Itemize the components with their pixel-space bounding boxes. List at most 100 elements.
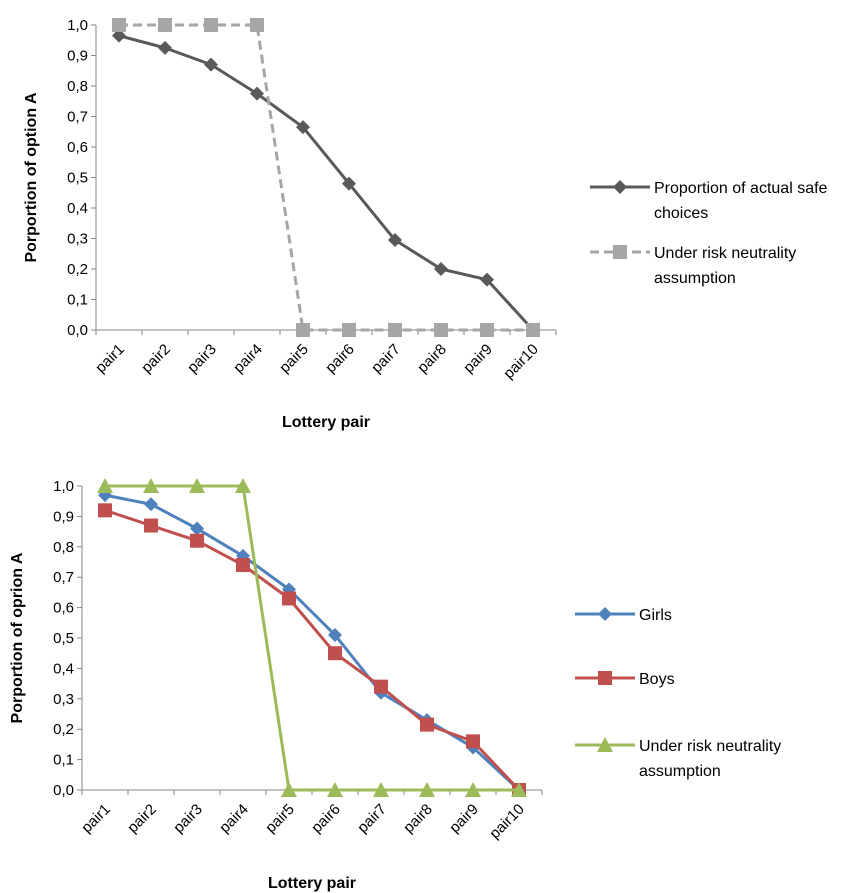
chart1-series-2-point <box>204 18 218 32</box>
chart2-x-tick-label: pair8 <box>400 801 436 837</box>
chart2-x-axis-title: Lottery pair <box>268 875 356 892</box>
chart2-y-tick-label: 0,7 <box>53 569 74 586</box>
chart2-series-3-point <box>281 782 297 797</box>
chart1-series-1-point <box>204 57 218 72</box>
chart1-series-1-line <box>118 34 535 332</box>
chart2-x-tick-label: pair3 <box>170 801 206 837</box>
chart2-series-2-point <box>420 717 434 732</box>
chart2-series-1 <box>98 488 526 797</box>
chart1-series-1-point <box>112 28 126 43</box>
chart1-series-2-point <box>158 18 172 32</box>
chart1-series-2-point <box>112 18 126 32</box>
chart2-y-tick-label: 0,4 <box>53 660 74 677</box>
chart1-x-tick-label: pair9 <box>460 341 496 377</box>
chart1-y-tick-label: 0,0 <box>67 322 88 339</box>
chart1-x-tick-label: pair3 <box>184 341 220 377</box>
chart2-series-3 <box>97 478 527 797</box>
chart2-series-2-point <box>282 591 296 606</box>
chart-top: 0,0 0,1 0,2 0,3 0,4 0,5 0,6 0,7 0,8 0,9 1,0 pair1 pa… <box>23 17 828 431</box>
chart2-series-1-point <box>144 497 158 512</box>
chart1-y-tick-label: 0,1 <box>67 292 88 309</box>
chart2-series-1-point <box>190 521 204 536</box>
chart1-x-tick-label: pair10 <box>500 341 542 383</box>
chart2-legend-label: Under risk neutrality assumption <box>639 738 781 780</box>
chart1-x-tick-label: pair6 <box>322 341 358 377</box>
chart1-series-2-point <box>250 18 264 32</box>
chart1-series-1-point <box>342 176 356 191</box>
chart1-series-2-point <box>296 323 310 337</box>
chart2-y-tick-label: 1,0 <box>53 478 74 495</box>
chart2-y-tick-label: 0,3 <box>53 691 74 708</box>
chart2-y-tick-label: 0,1 <box>53 752 74 769</box>
chart1-y-tick-label: 0,6 <box>67 139 88 156</box>
chart1-legend-label: Under risk neutrality assumption <box>654 245 796 287</box>
chart1-y-tick-label: 0,8 <box>67 78 88 95</box>
chart2-series-3-point <box>327 782 343 797</box>
chart2-series-3-point <box>511 782 527 797</box>
chart1-x-axis-title: Lottery pair <box>282 414 370 431</box>
chart1-series-2-point <box>434 323 448 337</box>
chart1-y-axis-title: Porportion of option A <box>23 92 40 262</box>
chart1-x-tick-label: pair2 <box>138 341 174 377</box>
chart1-series-2-point <box>388 323 402 337</box>
chart2-legend-entry-1: Girls <box>575 607 672 624</box>
chart1-series-1-point <box>250 86 264 101</box>
chart2-legend-label: Girls <box>639 607 672 624</box>
chart1-series-1 <box>112 28 540 337</box>
chart1-legend-entry-1: Proportion of actual safe choices <box>590 180 828 222</box>
chart2-y-tick-label: 0,6 <box>53 600 74 617</box>
chart2-x-tick-label: pair10 <box>486 801 528 843</box>
chart2-x-tick-label: pair5 <box>262 801 298 837</box>
chart2-legend-entry-2: Boys <box>575 671 675 688</box>
chart2-series-2-point <box>236 558 250 573</box>
chart2-x-tick-label: pair9 <box>446 801 482 837</box>
chart2-legend-marker <box>598 671 612 685</box>
chart1-series-2-point <box>526 323 540 337</box>
chart1-y-tick-label: 0,5 <box>67 170 88 187</box>
chart2-series-3-point <box>189 478 205 493</box>
chart2-x-tick-label: pair4 <box>216 801 252 837</box>
chart2-legend-entry-3: Under risk neutrality assumption <box>575 737 781 780</box>
chart1-y-tick-label: 1,0 <box>67 17 88 34</box>
chart1-x-tick-label: pair4 <box>230 341 266 377</box>
chart2-y-tick-label: 0,8 <box>53 539 74 556</box>
chart2-x-tick-label: pair6 <box>308 801 344 837</box>
chart2-legend-label: Boys <box>639 671 675 688</box>
chart1-legend-entry-2: Under risk neutrality assumption <box>590 245 796 287</box>
chart1-series-2-point <box>480 323 494 337</box>
chart1-y-tick-label: 0,4 <box>67 200 88 217</box>
chart1-series-2-line <box>119 23 533 332</box>
chart2-series-3-point <box>235 478 251 493</box>
chart2-series-2-line <box>104 508 521 792</box>
chart1-series-2 <box>112 18 540 337</box>
chart1-series-1-point <box>388 233 402 248</box>
chart2-series-2-point <box>144 518 158 533</box>
chart-bottom: 0,0 0,1 0,2 0,3 0,4 0,5 0,6 0,7 0,8 0,9 1,0 pair1 pa… <box>9 478 781 892</box>
chart1-x-tick-label: pair7 <box>368 341 404 377</box>
chart2-legend-marker <box>597 737 613 752</box>
chart2-x-tick-label: pair2 <box>124 801 160 837</box>
chart1-series-1-point <box>434 262 448 276</box>
chart1-series-1-point <box>480 272 494 287</box>
chart2-series-2-point <box>190 533 204 548</box>
chart1-x-tick-label: pair5 <box>276 341 312 377</box>
chart2-y-tick-label: 0,9 <box>53 508 74 525</box>
chart2-series-2-point <box>374 679 388 694</box>
chart2-series-2-point <box>466 734 480 749</box>
chart2-series-2-point <box>328 646 342 661</box>
chart1-y-tick-label: 0,9 <box>67 48 88 65</box>
chart1-series-2-point <box>342 323 356 337</box>
chart1-y-tick-label: 0,3 <box>67 231 88 248</box>
chart2-y-axis-title: Porportion of oprion A <box>9 552 26 723</box>
chart2-x-tick-label: pair7 <box>354 801 390 837</box>
chart1-x-tick-label: pair1 <box>92 341 128 377</box>
chart2-series-3-point <box>419 782 435 797</box>
chart1-y-tick-label: 0,2 <box>67 261 88 278</box>
chart2-series-3-line <box>105 484 519 792</box>
chart2-y-tick-label: 0,2 <box>53 721 74 738</box>
chart1-legend-marker <box>613 245 627 259</box>
chart2-series-2-point <box>98 503 112 518</box>
chart1-legend-marker <box>613 180 627 194</box>
chart2-series-1-point <box>328 627 342 642</box>
